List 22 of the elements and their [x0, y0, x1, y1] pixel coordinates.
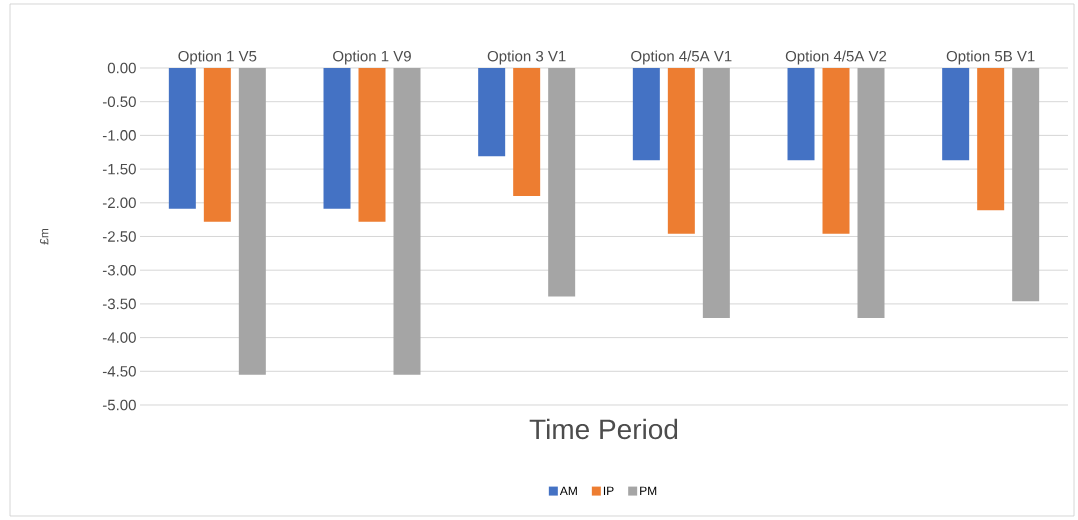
legend-label: AM [559, 486, 577, 495]
y-tick-label: -5.00 [102, 399, 136, 411]
y-tick-label: -2.50 [102, 231, 136, 242]
x-tick-label: Option 4/5A V1 [631, 50, 732, 65]
x-tick-label: Option 1 V5 [178, 50, 257, 65]
y-tick-label: 0.00 [107, 62, 136, 74]
y-axis-title: £m [39, 228, 49, 245]
y-tick-label: -1.00 [102, 130, 136, 141]
x-tick-label: Option 3 V1 [487, 50, 566, 65]
y-tick-label: -2.00 [102, 197, 136, 209]
y-tick-label: -1.50 [102, 163, 136, 175]
x-tick-label: Option 5B V1 [946, 50, 1035, 65]
y-tick-label: -4.00 [102, 332, 136, 343]
y-tick-label: -0.50 [102, 96, 136, 107]
x-tick-label: Option 1 V9 [333, 50, 411, 65]
legend-label: PM [640, 486, 657, 495]
legend-label: IP [603, 486, 614, 495]
x-axis-title: Time Period [529, 418, 678, 440]
y-tick-label: -3.50 [102, 298, 136, 310]
y-tick-label: -4.50 [102, 365, 136, 377]
y-tick-label: -3.00 [102, 264, 136, 276]
x-tick-label: Option 4/5A V2 [785, 50, 887, 65]
